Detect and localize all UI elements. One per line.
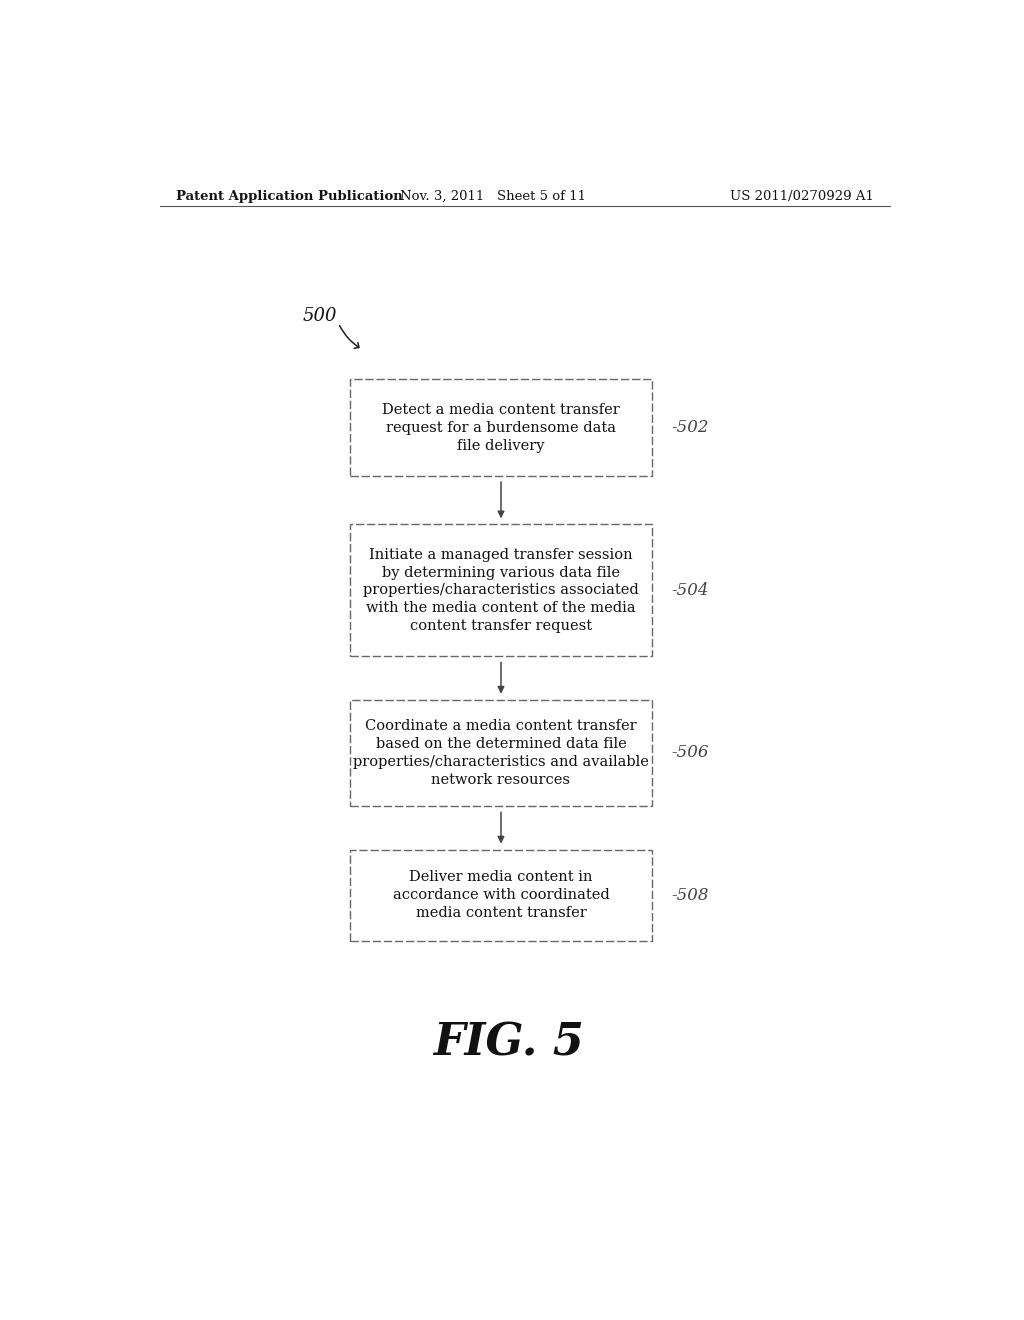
Text: Nov. 3, 2011   Sheet 5 of 11: Nov. 3, 2011 Sheet 5 of 11 — [400, 190, 586, 202]
Text: -506: -506 — [672, 744, 709, 762]
Bar — [350, 379, 651, 477]
Text: -504: -504 — [672, 582, 709, 599]
Bar — [350, 850, 651, 941]
Text: Coordinate a media content transfer
based on the determined data file
properties: Coordinate a media content transfer base… — [353, 719, 649, 787]
Bar — [350, 700, 651, 807]
Text: 500: 500 — [303, 308, 337, 325]
Text: Patent Application Publication: Patent Application Publication — [176, 190, 402, 202]
Text: FIG. 5: FIG. 5 — [433, 1022, 585, 1064]
Text: Initiate a managed transfer session
by determining various data file
properties/: Initiate a managed transfer session by d… — [364, 548, 639, 634]
Text: Deliver media content in
accordance with coordinated
media content transfer: Deliver media content in accordance with… — [392, 870, 609, 920]
Text: US 2011/0270929 A1: US 2011/0270929 A1 — [730, 190, 873, 202]
Bar — [350, 524, 651, 656]
Text: -502: -502 — [672, 420, 709, 436]
Text: Detect a media content transfer
request for a burdensome data
file delivery: Detect a media content transfer request … — [382, 403, 620, 453]
Text: -508: -508 — [672, 887, 709, 904]
